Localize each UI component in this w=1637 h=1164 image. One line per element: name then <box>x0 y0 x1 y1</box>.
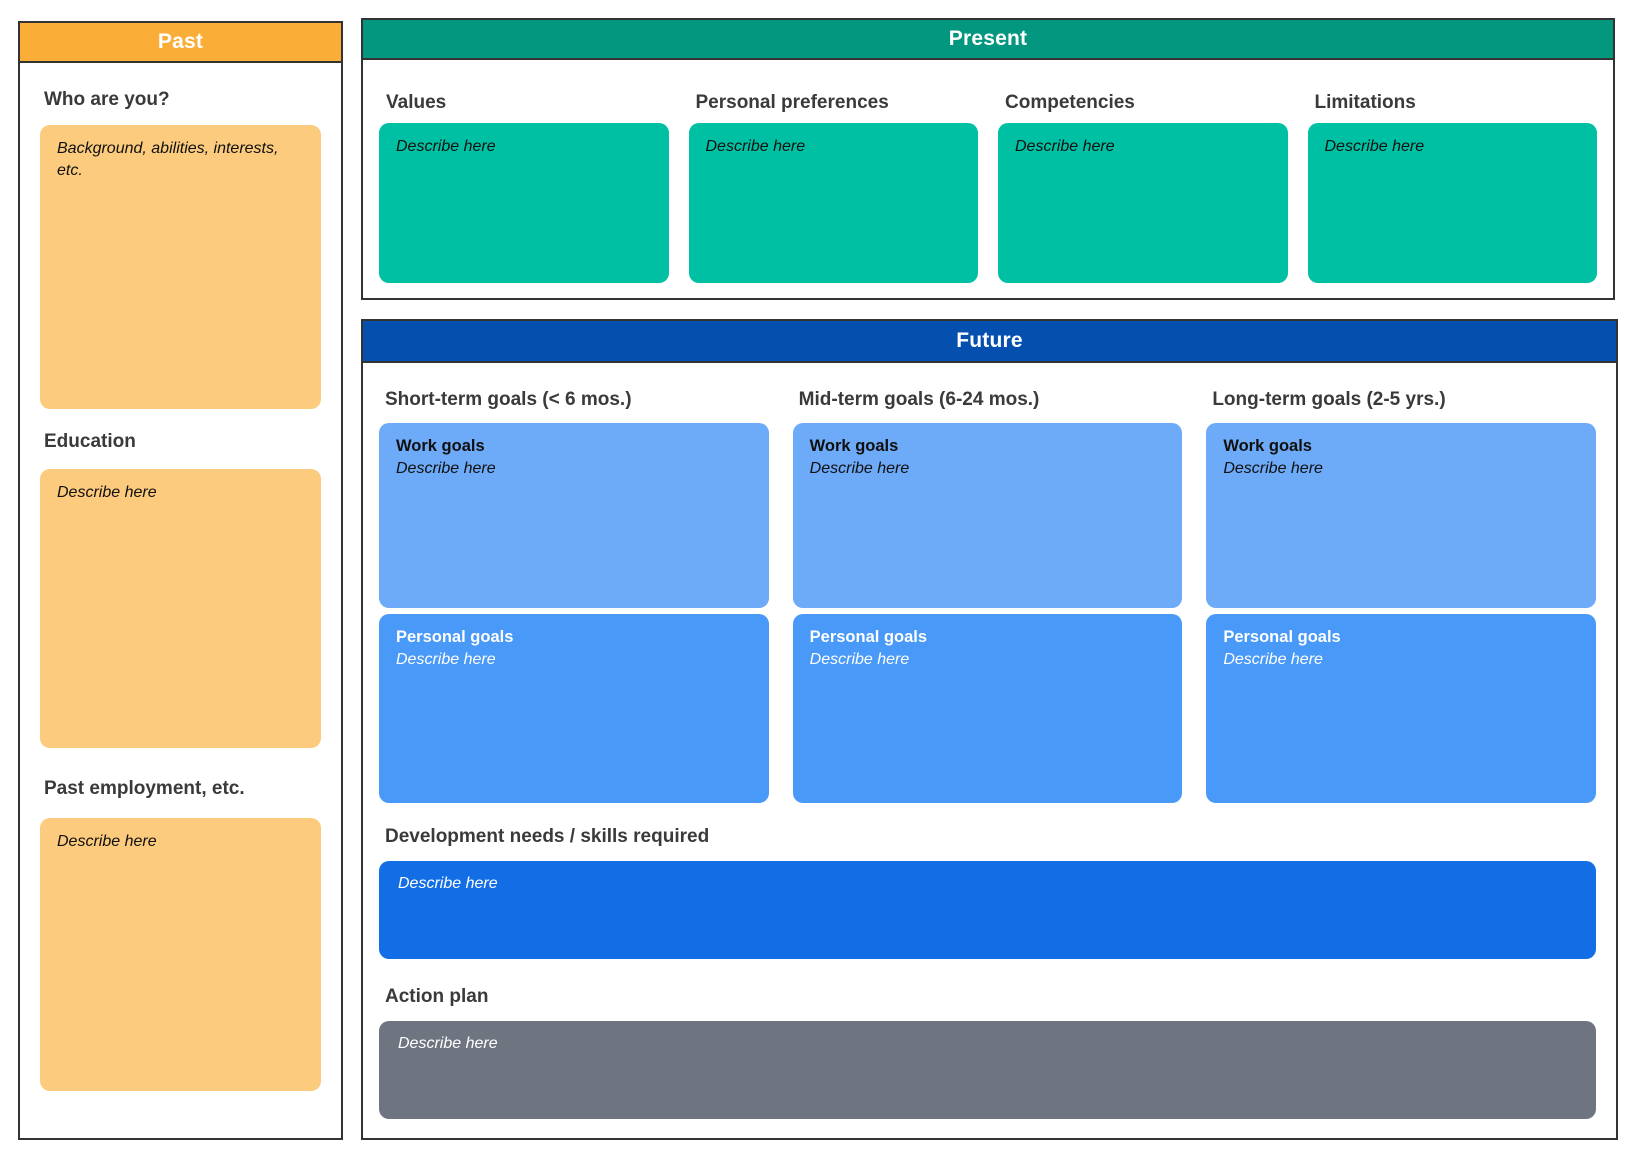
present-header-bar: Present <box>363 20 1613 60</box>
past-employment-placeholder: Describe here <box>57 833 157 850</box>
personal-goals-label: Personal goals <box>396 626 752 649</box>
limitations-placeholder: Describe here <box>1325 138 1425 155</box>
personal-preferences-column: Personal preferences Describe here <box>689 92 979 283</box>
future-body: Short-term goals (< 6 mos.) Work goals D… <box>363 389 1616 1119</box>
competencies-field[interactable]: Describe here <box>998 123 1288 283</box>
personal-goals-label: Personal goals <box>1223 626 1579 649</box>
limitations-heading: Limitations <box>1315 92 1598 114</box>
competencies-placeholder: Describe here <box>1015 138 1115 155</box>
past-title: Past <box>158 30 203 54</box>
long-term-goals-heading: Long-term goals (2-5 yrs.) <box>1212 389 1596 411</box>
work-goals-label: Work goals <box>1223 435 1579 458</box>
who-are-you-heading: Who are you? <box>44 89 321 111</box>
personal-goals-placeholder: Describe here <box>1223 649 1579 671</box>
action-plan-heading: Action plan <box>385 986 1596 1008</box>
past-panel: Past Who are you? Background, abilities,… <box>18 21 343 1140</box>
competencies-heading: Competencies <box>1005 92 1288 114</box>
limitations-column: Limitations Describe here <box>1308 92 1598 283</box>
work-goals-placeholder: Describe here <box>1223 458 1579 480</box>
present-panel: Present Values Describe here Personal pr… <box>361 18 1615 300</box>
development-needs-field[interactable]: Describe here <box>379 861 1596 959</box>
mid-term-work-goals-card[interactable]: Work goals Describe here <box>793 423 1183 608</box>
personal-goals-placeholder: Describe here <box>810 649 1166 671</box>
past-employment-field[interactable]: Describe here <box>40 818 321 1091</box>
past-employment-heading: Past employment, etc. <box>44 778 321 800</box>
short-term-work-goals-card[interactable]: Work goals Describe here <box>379 423 769 608</box>
present-body: Values Describe here Personal preference… <box>363 92 1613 283</box>
long-term-goals-column: Long-term goals (2-5 yrs.) Work goals De… <box>1206 389 1596 803</box>
action-plan-field[interactable]: Describe here <box>379 1021 1596 1119</box>
mid-term-goals-heading: Mid-term goals (6-24 mos.) <box>799 389 1183 411</box>
short-term-personal-goals-card[interactable]: Personal goals Describe here <box>379 614 769 803</box>
education-heading: Education <box>44 431 321 453</box>
who-are-you-placeholder: Background, abilities, interests, etc. <box>57 140 278 179</box>
values-column: Values Describe here <box>379 92 669 283</box>
education-placeholder: Describe here <box>57 484 157 501</box>
values-heading: Values <box>386 92 669 114</box>
personal-preferences-field[interactable]: Describe here <box>689 123 979 283</box>
future-header-bar: Future <box>363 321 1616 363</box>
personal-goals-label: Personal goals <box>810 626 1166 649</box>
mid-term-goals-column: Mid-term goals (6-24 mos.) Work goals De… <box>793 389 1183 803</box>
future-title: Future <box>956 329 1023 353</box>
education-field[interactable]: Describe here <box>40 469 321 748</box>
personal-preferences-heading: Personal preferences <box>696 92 979 114</box>
present-title: Present <box>949 27 1027 51</box>
values-placeholder: Describe here <box>396 138 496 155</box>
past-body: Who are you? Background, abilities, inte… <box>20 89 341 1091</box>
competencies-column: Competencies Describe here <box>998 92 1288 283</box>
personal-goals-placeholder: Describe here <box>396 649 752 671</box>
work-goals-label: Work goals <box>810 435 1166 458</box>
short-term-goals-column: Short-term goals (< 6 mos.) Work goals D… <box>379 389 769 803</box>
past-header-bar: Past <box>20 23 341 63</box>
short-term-goals-heading: Short-term goals (< 6 mos.) <box>385 389 769 411</box>
action-plan-placeholder: Describe here <box>398 1035 498 1052</box>
values-field[interactable]: Describe here <box>379 123 669 283</box>
work-goals-label: Work goals <box>396 435 752 458</box>
work-goals-placeholder: Describe here <box>810 458 1166 480</box>
personal-preferences-placeholder: Describe here <box>706 138 806 155</box>
development-needs-placeholder: Describe here <box>398 875 498 892</box>
work-goals-placeholder: Describe here <box>396 458 752 480</box>
long-term-work-goals-card[interactable]: Work goals Describe here <box>1206 423 1596 608</box>
long-term-personal-goals-card[interactable]: Personal goals Describe here <box>1206 614 1596 803</box>
who-are-you-field[interactable]: Background, abilities, interests, etc. <box>40 125 321 409</box>
future-panel: Future Short-term goals (< 6 mos.) Work … <box>361 319 1618 1140</box>
mid-term-personal-goals-card[interactable]: Personal goals Describe here <box>793 614 1183 803</box>
development-needs-heading: Development needs / skills required <box>385 826 1596 848</box>
limitations-field[interactable]: Describe here <box>1308 123 1598 283</box>
goals-grid: Short-term goals (< 6 mos.) Work goals D… <box>379 389 1596 803</box>
